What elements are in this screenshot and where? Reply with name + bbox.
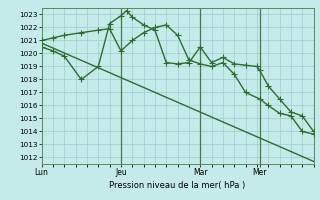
X-axis label: Pression niveau de la mer( hPa ): Pression niveau de la mer( hPa ) bbox=[109, 181, 246, 190]
